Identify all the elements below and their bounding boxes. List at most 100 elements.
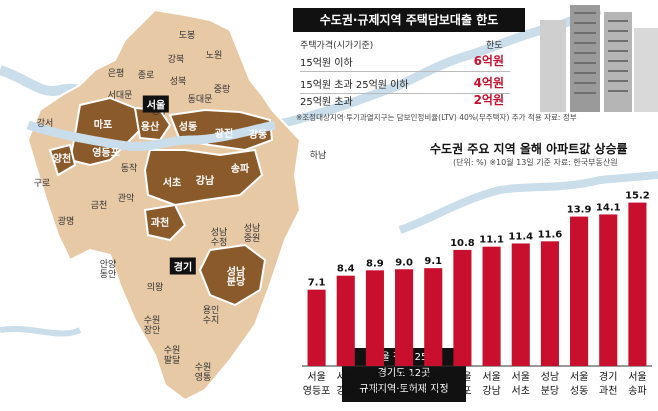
bar-value-label: 9.0 xyxy=(395,257,413,268)
map-label-yongsan: 용산 xyxy=(140,122,160,133)
map-label-seongnam-jungwon: 성남 중원 xyxy=(243,224,261,244)
bar-value-label: 8.9 xyxy=(366,258,384,269)
category-tick-label: 강동 xyxy=(337,385,355,397)
category-tick-label: 서울 xyxy=(453,371,471,383)
category-tick-label: 영등포 xyxy=(303,385,331,397)
bar-value-label: 7.1 xyxy=(308,278,326,289)
map-label-geumcheon: 금천 xyxy=(90,201,108,211)
category-tick-label: 양천 xyxy=(395,385,413,397)
map-label-hanam: 하남 xyxy=(309,151,327,161)
highlight-gwacheon xyxy=(143,203,187,242)
category-tick-label: 용산 xyxy=(424,385,442,397)
highlight-gangnam-seocho-songpa xyxy=(143,148,264,207)
map-label-seongbuk: 성북 xyxy=(169,77,187,87)
map-label-gangnam: 강남 xyxy=(195,176,215,187)
river-south xyxy=(398,171,658,234)
bar xyxy=(511,243,530,366)
bar xyxy=(307,289,326,366)
category-tick-label: 서울 xyxy=(424,371,442,383)
highlight-mapo-yeongdeungpo xyxy=(68,96,142,167)
map-label-dongjak: 동작 xyxy=(120,164,138,174)
category-tick-label: 마포 xyxy=(453,385,471,397)
map-label-gwangjin: 광진 xyxy=(214,129,234,140)
bar-value-label: 11.1 xyxy=(479,235,504,246)
gyeonggi-badge: 경기 xyxy=(169,257,197,275)
bar xyxy=(424,268,443,366)
seoul-badge: 서울 xyxy=(142,95,170,113)
loan-row: 15억원 초과 25억원 이하 4억원 xyxy=(300,72,510,94)
bar-value-label: 10.8 xyxy=(450,238,475,249)
category-tick-label: 서초 xyxy=(512,385,530,397)
callout-line-3: 규제지역·토허제 지정 xyxy=(359,384,449,395)
loan-row-limit: 4억원 xyxy=(473,76,504,90)
bar xyxy=(570,216,589,366)
map-label-gangbuk: 강북 xyxy=(167,55,185,65)
category-tick-label: 과천 xyxy=(599,385,617,397)
category-tick-label: 서울 xyxy=(512,371,530,383)
category-tick-label: 성남 xyxy=(541,371,559,383)
loan-note: ※조정대상지역·투기과열지구는 담보인정비율(LTV) 40%(무주택자) 추가… xyxy=(296,113,577,122)
bar xyxy=(336,275,355,366)
map-label-suwon-jangan: 수원 장안 xyxy=(143,316,161,336)
bar-value-label: 15.2 xyxy=(625,191,650,202)
bar-value-label: 13.9 xyxy=(567,205,592,216)
category-tick-label: 송파 xyxy=(628,385,646,397)
map-label-suwon-yeongtong: 수원 영통 xyxy=(194,363,212,383)
loan-row-label: 25억원 초과 xyxy=(300,97,353,108)
map-label-gangseo: 강서 xyxy=(36,119,54,129)
loan-row-label: 15억원 이하 xyxy=(300,58,353,69)
map-label-seodaemun: 서대문 xyxy=(107,91,133,101)
category-tick-label: 강남 xyxy=(482,385,500,397)
apartment-buildings-illustration xyxy=(540,5,658,112)
category-tick-label: 서울 xyxy=(307,371,325,383)
loan-row-label: 15억원 초과 25억원 이하 xyxy=(300,80,409,91)
loan-row: 15억원 이하 6억원 xyxy=(300,50,510,72)
map-label-dobong: 도봉 xyxy=(178,31,196,41)
highlight-yangcheon xyxy=(48,143,77,177)
loan-limit-title: 수도권·규제지역 주택담보대출 한도 xyxy=(293,8,525,32)
category-tick-label: 서울 xyxy=(337,371,355,383)
map-label-seongnam-bundang: 성남 분당 xyxy=(226,267,246,288)
regulated-region xyxy=(26,8,302,402)
loan-row: 25억원 초과 2억원 xyxy=(300,85,510,108)
map-label-uiwang: 의왕 xyxy=(146,283,164,293)
highlight-bundang xyxy=(198,243,267,307)
map-label-jungnang: 중랑 xyxy=(213,85,231,95)
category-tick-label: 성동 xyxy=(570,385,588,397)
map-label-seocho: 서초 xyxy=(162,178,182,189)
han-river-seoul xyxy=(26,120,276,151)
map-label-suwon-paldal: 수원 팔달 xyxy=(163,346,181,366)
category-tick-label: 분당 xyxy=(541,385,559,397)
map-label-gwanak: 관악 xyxy=(117,194,135,204)
map-label-yongin-suji: 용인 수지 xyxy=(202,306,220,326)
bar xyxy=(599,214,618,366)
loan-col-price: 주택가격(시가기준) xyxy=(300,41,374,51)
loan-row-limit: 2억원 xyxy=(473,93,504,107)
map-label-nowon: 노원 xyxy=(205,51,223,61)
map-label-guro: 구로 xyxy=(33,179,51,189)
bar xyxy=(482,246,501,366)
category-tick-label: 서울 xyxy=(395,371,413,383)
bar xyxy=(395,269,414,366)
category-tick-label: 서울 xyxy=(628,371,646,383)
map-label-dongdaemun: 동대문 xyxy=(187,95,213,105)
category-tick-label: 경기 xyxy=(599,370,617,383)
map-label-jongno: 종로 xyxy=(137,71,155,81)
bar xyxy=(453,249,472,366)
map-label-anyang-dongan: 안양 동안 xyxy=(99,260,117,280)
map-label-eunpyeong: 은평 xyxy=(107,69,125,79)
bar-value-label: 11.4 xyxy=(508,231,533,242)
river-lower-left xyxy=(0,326,82,337)
map-label-songpa: 송파 xyxy=(230,164,250,175)
bar-value-label: 9.1 xyxy=(424,256,442,267)
category-tick-label: 서울 xyxy=(366,371,384,383)
map-label-gwacheon: 과천 xyxy=(150,218,170,229)
bar-value-label: 11.6 xyxy=(538,229,563,240)
map-label-gangdong: 강동 xyxy=(248,130,268,141)
map-label-mapo: 마포 xyxy=(93,120,113,131)
bar xyxy=(365,270,384,366)
loan-row-limit: 6억원 xyxy=(473,54,504,68)
bar-value-label: 8.4 xyxy=(337,264,355,275)
